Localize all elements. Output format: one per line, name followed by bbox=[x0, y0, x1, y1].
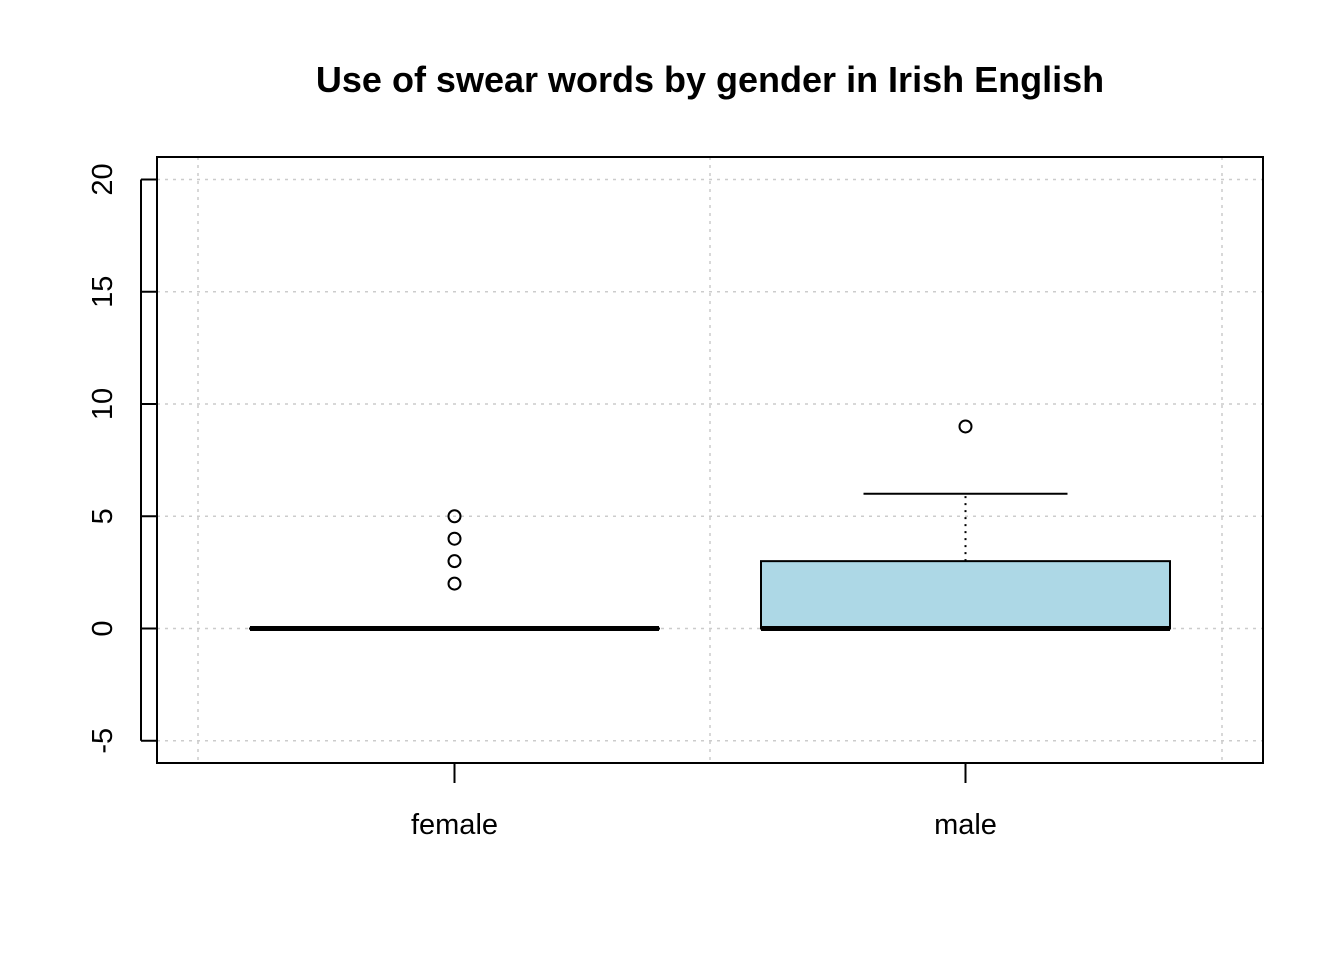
grid bbox=[157, 157, 1263, 763]
box-female bbox=[249, 509, 660, 631]
y-tick-label: -5 bbox=[87, 728, 119, 754]
outlier-point bbox=[447, 576, 462, 591]
outlier-point bbox=[447, 531, 462, 546]
outlier-point bbox=[447, 509, 462, 524]
outlier-point bbox=[447, 554, 462, 569]
x-tick-label: male bbox=[934, 809, 997, 841]
y-tick-label: 0 bbox=[87, 620, 119, 636]
y-tick-label: 5 bbox=[87, 508, 119, 524]
axes: -5 0 5 10 15 20 female male bbox=[87, 163, 997, 841]
x-tick-label: female bbox=[411, 809, 498, 841]
outlier-point bbox=[958, 419, 973, 434]
box-male bbox=[760, 419, 1171, 631]
y-tick-label: 20 bbox=[87, 163, 119, 195]
plot-frame bbox=[156, 156, 1264, 764]
box-iqr bbox=[760, 560, 1171, 630]
y-tick-label: 10 bbox=[87, 388, 119, 420]
chart-title: Use of swear words by gender in Irish En… bbox=[316, 59, 1104, 100]
boxes bbox=[249, 419, 1171, 631]
y-tick-label: 15 bbox=[87, 276, 119, 308]
